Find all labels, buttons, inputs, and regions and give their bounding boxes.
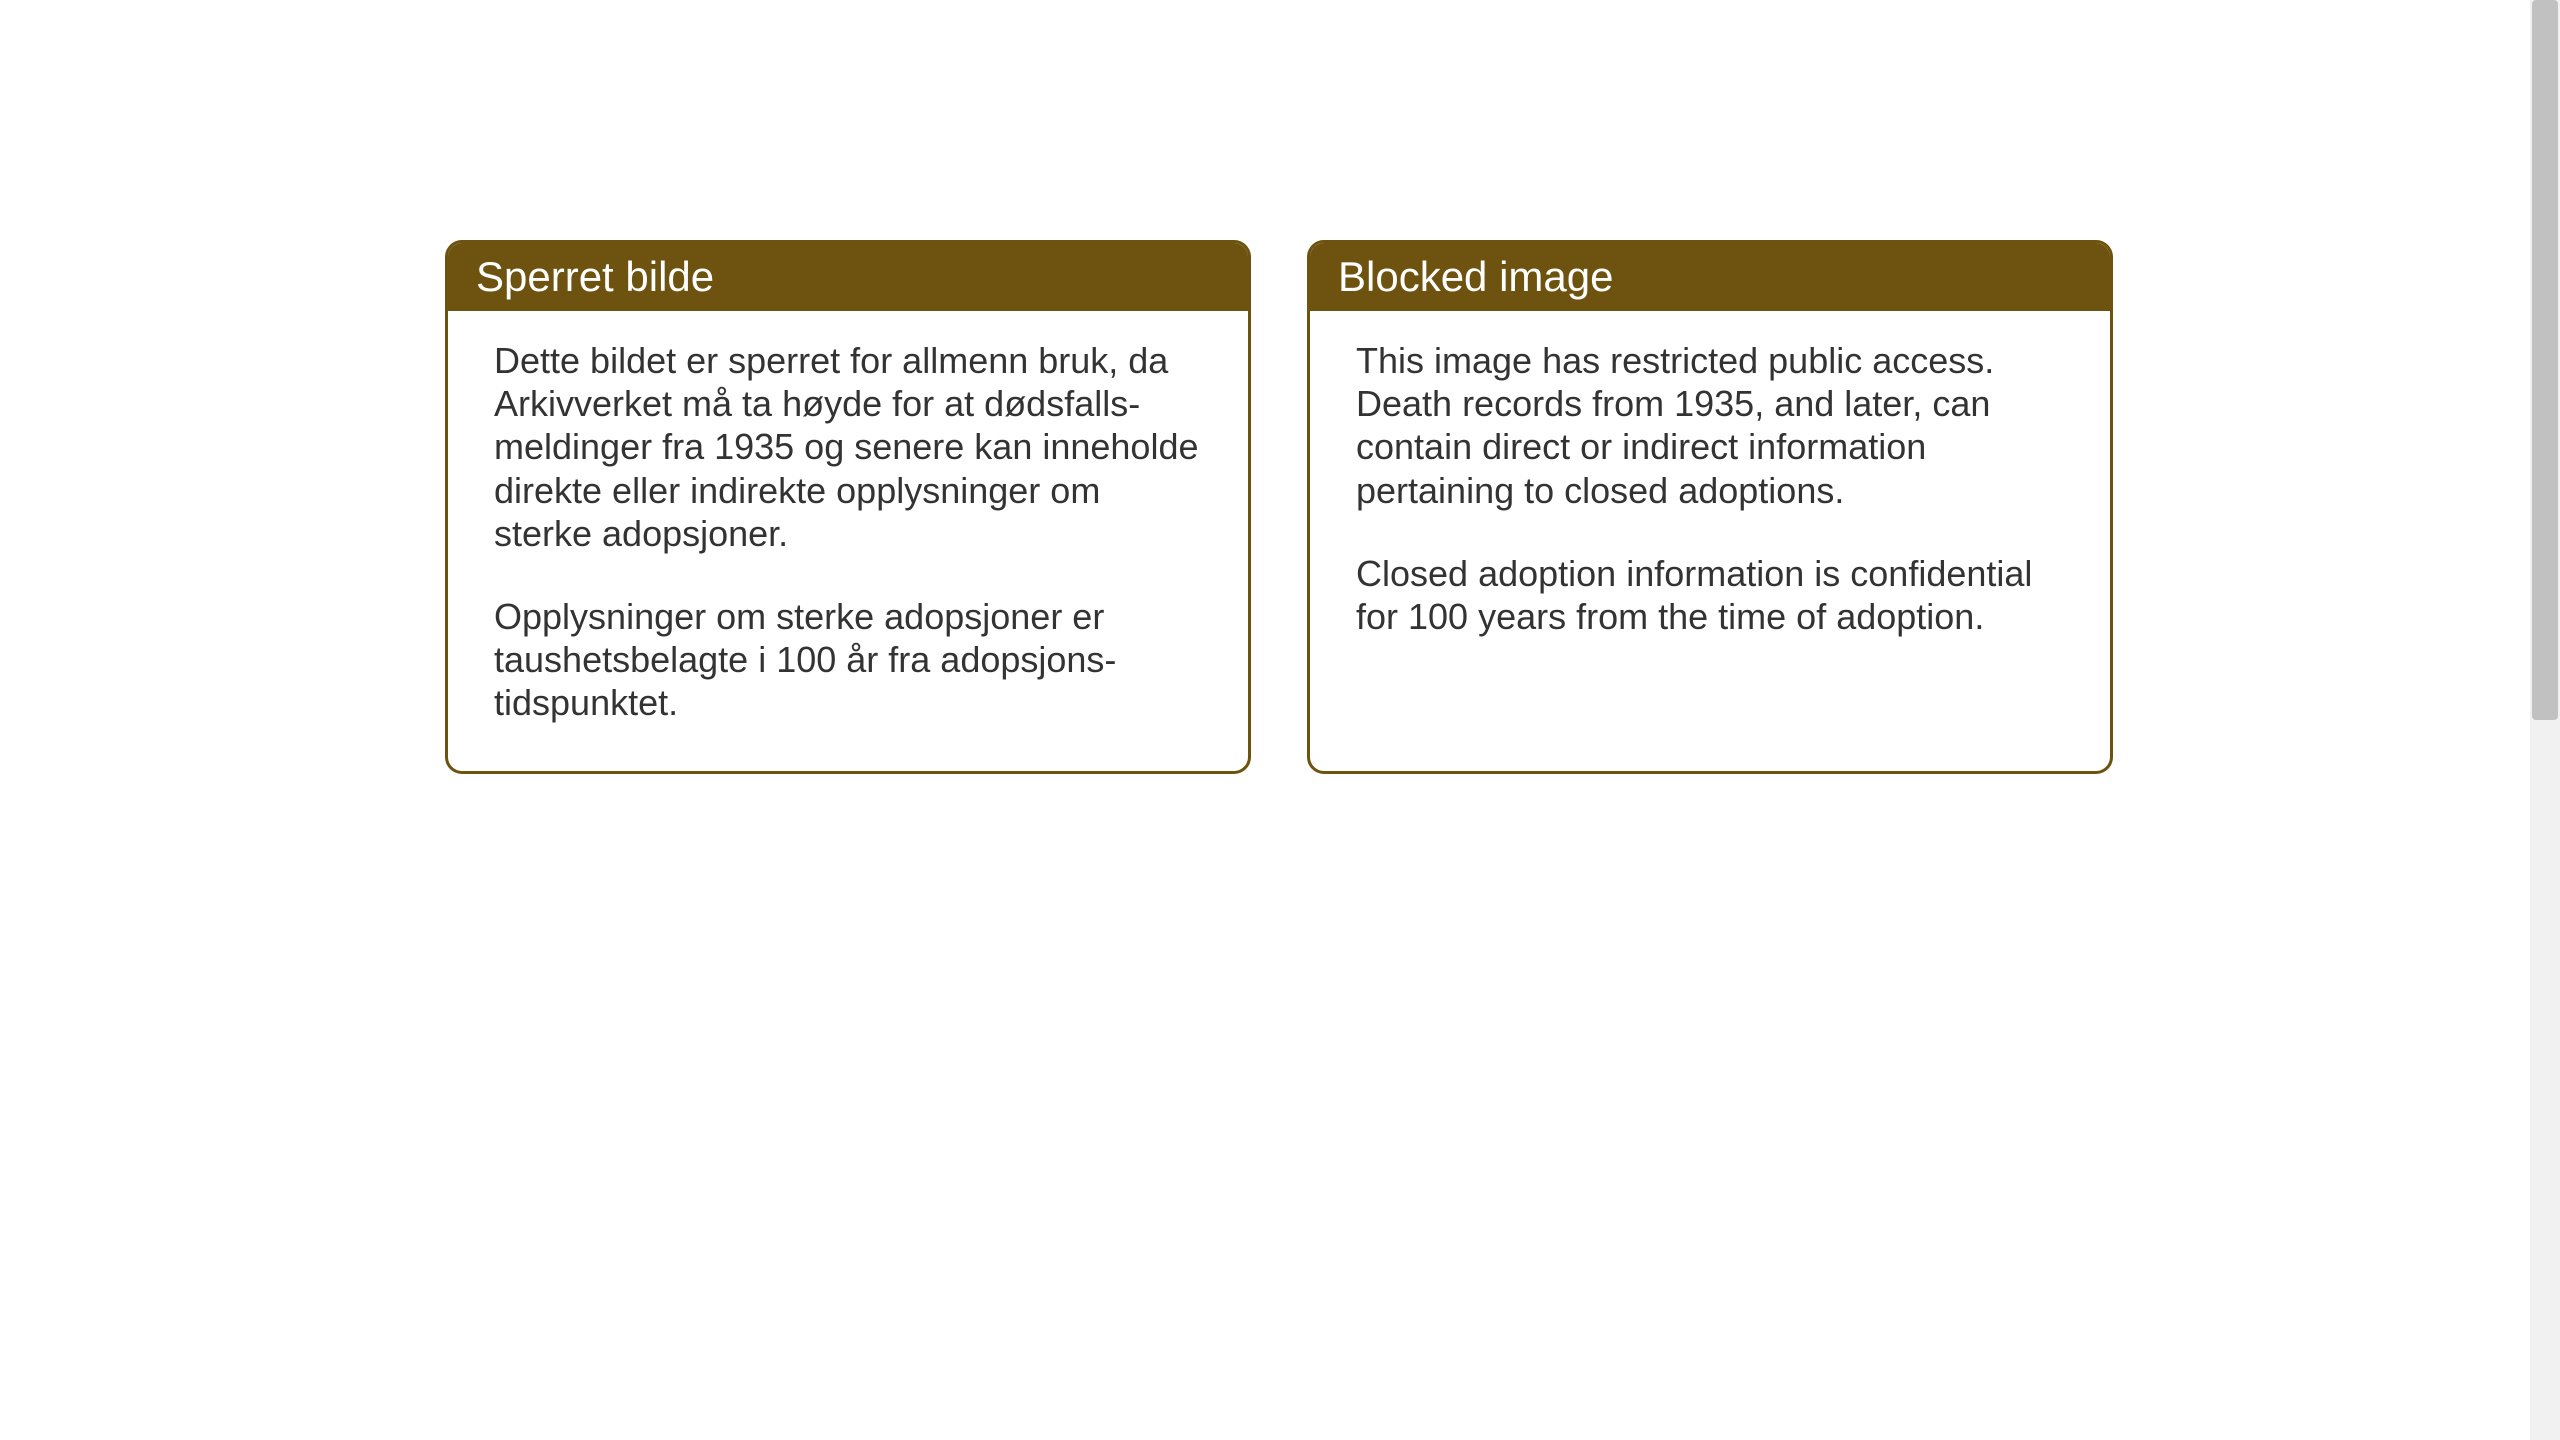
card-header-norwegian: Sperret bilde	[448, 243, 1248, 311]
scrollbar-thumb[interactable]	[2532, 0, 2558, 720]
card-title-english: Blocked image	[1338, 253, 1613, 300]
card-header-english: Blocked image	[1310, 243, 2110, 311]
scrollbar-track[interactable]	[2530, 0, 2560, 1440]
card-body-english: This image has restricted public access.…	[1310, 311, 2110, 684]
card-body-norwegian: Dette bildet er sperret for allmenn bruk…	[448, 311, 1248, 771]
notice-card-english: Blocked image This image has restricted …	[1307, 240, 2113, 774]
notice-card-norwegian: Sperret bilde Dette bildet er sperret fo…	[445, 240, 1251, 774]
card-paragraph-2-english: Closed adoption information is confident…	[1356, 552, 2064, 638]
notice-cards-container: Sperret bilde Dette bildet er sperret fo…	[445, 240, 2113, 774]
card-title-norwegian: Sperret bilde	[476, 253, 714, 300]
card-paragraph-1-norwegian: Dette bildet er sperret for allmenn bruk…	[494, 339, 1202, 555]
card-paragraph-1-english: This image has restricted public access.…	[1356, 339, 2064, 512]
card-paragraph-2-norwegian: Opplysninger om sterke adopsjoner er tau…	[494, 595, 1202, 725]
